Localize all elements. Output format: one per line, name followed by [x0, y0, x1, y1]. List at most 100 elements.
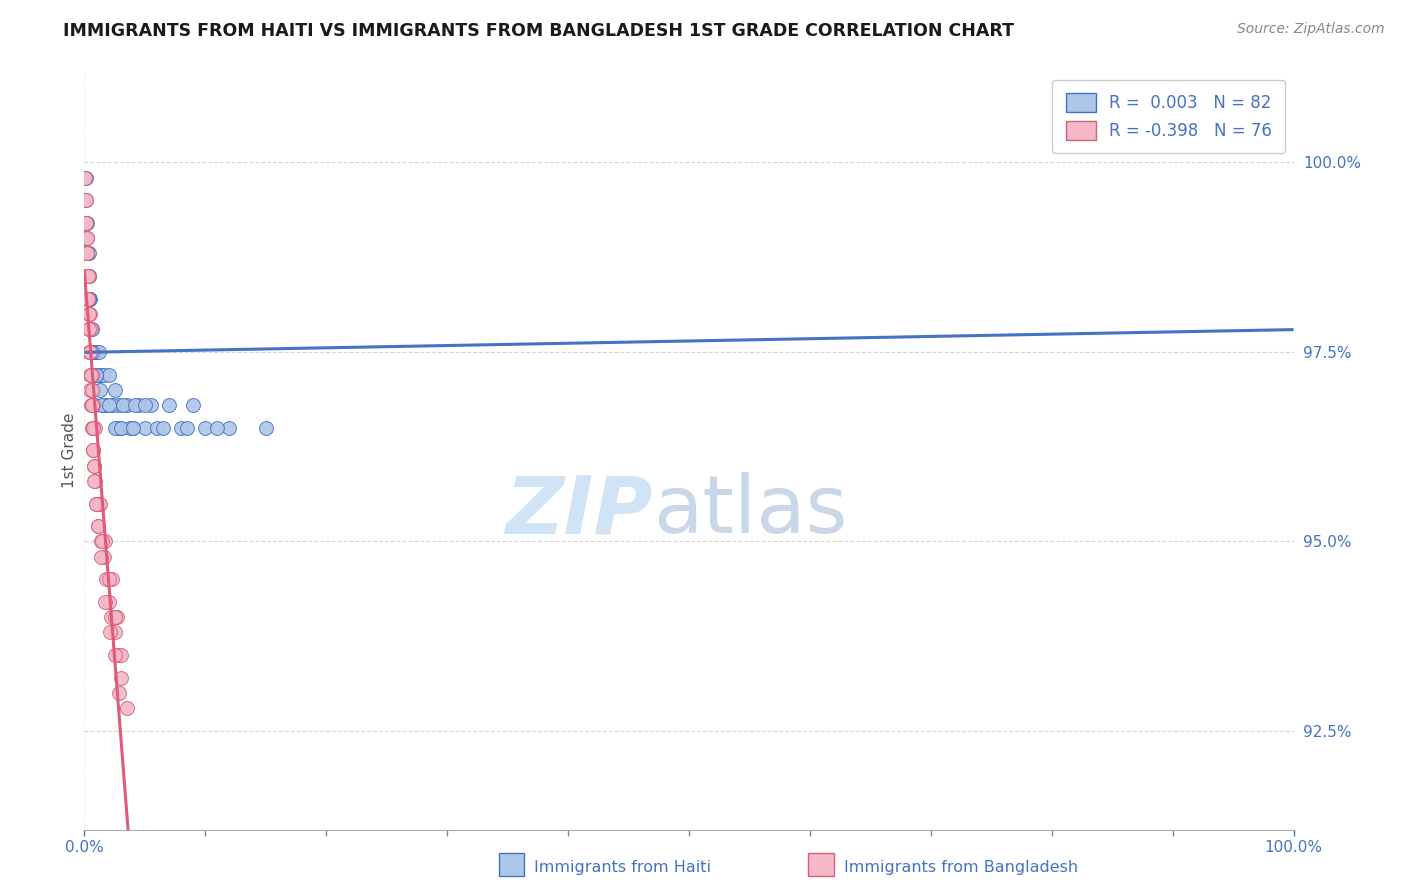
Point	[100, 398, 122, 412]
Point	[77, 292, 100, 306]
Point	[75, 216, 97, 230]
Point	[89, 497, 111, 511]
Point	[97, 573, 120, 587]
Point	[110, 648, 132, 663]
Point	[82, 443, 104, 458]
Point	[82, 322, 104, 336]
Point	[79, 345, 101, 359]
Point	[80, 398, 103, 412]
Point	[104, 421, 127, 435]
Point	[77, 269, 100, 284]
Point	[77, 269, 100, 284]
Point	[76, 246, 98, 260]
Point	[82, 421, 104, 435]
Legend: R =  0.003   N = 82, R = -0.398   N = 76: R = 0.003 N = 82, R = -0.398 N = 76	[1052, 79, 1285, 153]
Text: Immigrants from Bangladesh: Immigrants from Bangladesh	[844, 860, 1078, 874]
Point	[80, 322, 103, 336]
Text: ZIP: ZIP	[505, 472, 652, 550]
Point	[79, 322, 101, 336]
Point	[101, 398, 124, 412]
Point	[207, 421, 229, 435]
Point	[75, 216, 97, 230]
Point	[94, 573, 117, 587]
Point	[82, 368, 104, 382]
Point	[121, 421, 143, 435]
Point	[77, 322, 100, 336]
Text: Source: ZipAtlas.com: Source: ZipAtlas.com	[1237, 22, 1385, 37]
Point	[128, 398, 150, 412]
Point	[86, 519, 108, 533]
Point	[75, 194, 97, 208]
Text: Immigrants from Haiti: Immigrants from Haiti	[534, 860, 711, 874]
Point	[76, 246, 98, 260]
Point	[77, 292, 100, 306]
Point	[112, 398, 135, 412]
Point	[79, 322, 101, 336]
Point	[79, 322, 101, 336]
Point	[104, 625, 127, 640]
Point	[120, 421, 142, 435]
Point	[194, 421, 217, 435]
Point	[73, 194, 96, 208]
Point	[76, 269, 98, 284]
Point	[94, 398, 117, 412]
Point	[94, 595, 117, 609]
Point	[73, 170, 96, 185]
Point	[176, 421, 198, 435]
Point	[86, 368, 108, 382]
Point	[80, 345, 103, 359]
Point	[83, 398, 105, 412]
Point	[82, 368, 104, 382]
Point	[77, 292, 100, 306]
Point	[110, 671, 132, 685]
Point	[82, 368, 104, 382]
Point	[152, 421, 174, 435]
Point	[86, 497, 108, 511]
Point	[104, 383, 127, 397]
Point	[75, 216, 97, 230]
Point	[77, 307, 100, 321]
Point	[101, 573, 124, 587]
Point	[97, 398, 120, 412]
Point	[124, 398, 146, 412]
Point	[75, 194, 97, 208]
Point	[77, 269, 100, 284]
Point	[79, 345, 101, 359]
Point	[75, 216, 97, 230]
Point	[77, 246, 100, 260]
Point	[77, 246, 100, 260]
Point	[170, 421, 193, 435]
Point	[82, 398, 104, 412]
Point	[104, 610, 127, 624]
Point	[73, 194, 96, 208]
Point	[77, 269, 100, 284]
Point	[76, 269, 98, 284]
Point	[82, 443, 104, 458]
Point	[76, 216, 98, 230]
Point	[76, 292, 98, 306]
Point	[82, 421, 104, 435]
Point	[83, 474, 105, 488]
Point	[75, 170, 97, 185]
Point	[108, 686, 131, 700]
Point	[83, 458, 105, 473]
Point	[75, 231, 97, 245]
Point	[77, 269, 100, 284]
Point	[181, 398, 204, 412]
Point	[115, 398, 138, 412]
Text: atlas: atlas	[652, 472, 846, 550]
Point	[76, 231, 98, 245]
Point	[91, 398, 114, 412]
Point	[83, 458, 105, 473]
Point	[76, 246, 98, 260]
Point	[115, 701, 138, 715]
Point	[97, 368, 120, 382]
Point	[107, 398, 129, 412]
Point	[82, 368, 104, 382]
Point	[134, 421, 156, 435]
Point	[139, 398, 162, 412]
Point	[84, 474, 107, 488]
Point	[82, 398, 104, 412]
Point	[76, 246, 98, 260]
Point	[76, 269, 98, 284]
